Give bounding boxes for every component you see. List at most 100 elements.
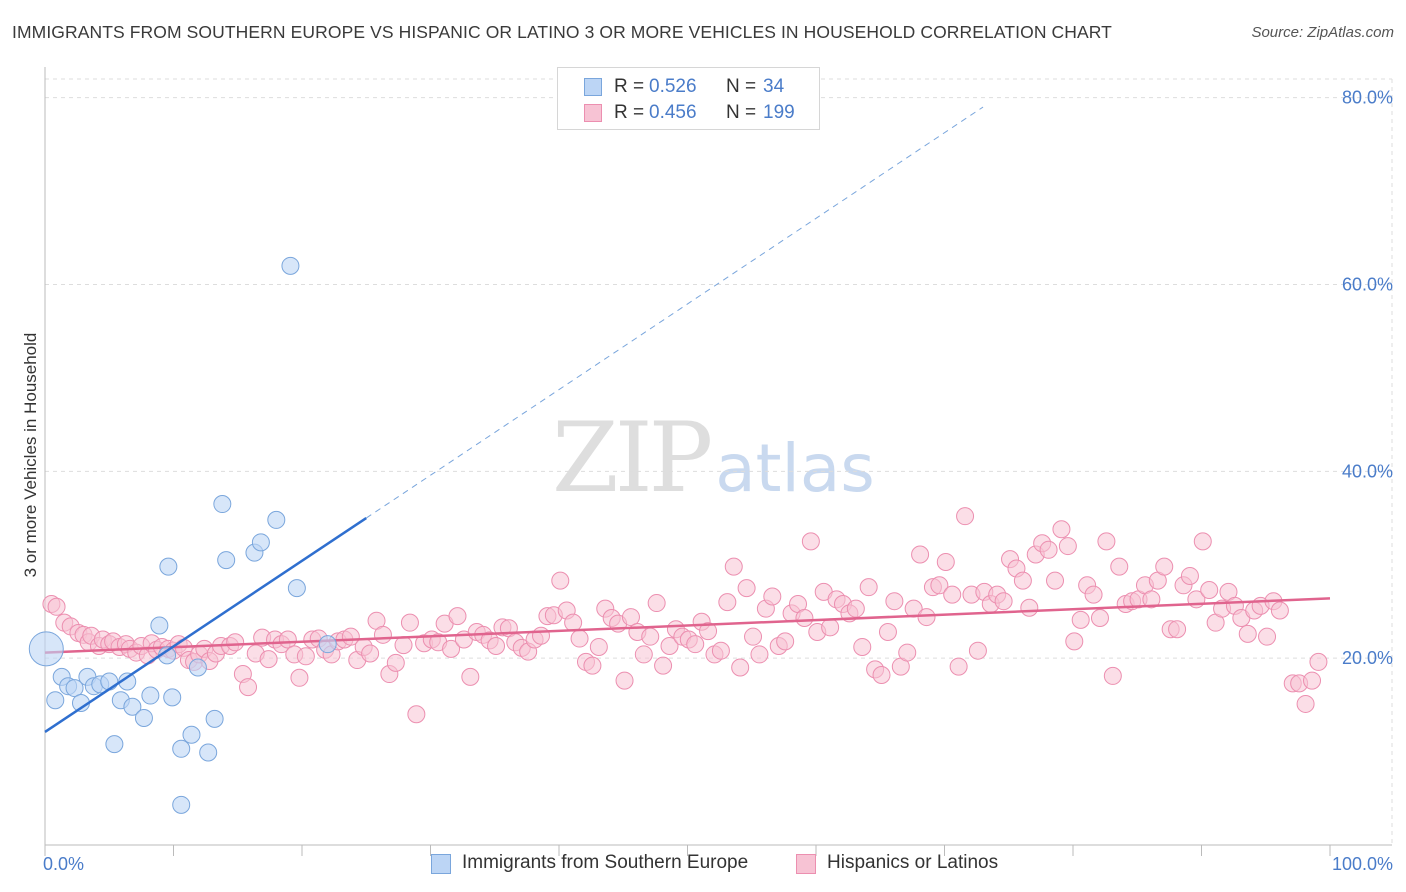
pink-swatch bbox=[584, 104, 602, 122]
data-point-hispanics bbox=[744, 627, 763, 646]
data-point-hispanics bbox=[1090, 609, 1109, 628]
data-point-hispanics bbox=[724, 557, 743, 576]
data-point-hispanics bbox=[442, 639, 461, 658]
data-point-hispanics bbox=[1193, 532, 1212, 551]
trendline-immigrants bbox=[44, 517, 367, 734]
n-value: 34 bbox=[763, 76, 785, 97]
data-point-hispanics bbox=[1303, 671, 1322, 690]
data-point-hispanics bbox=[259, 650, 278, 669]
data-point-hispanics bbox=[763, 587, 782, 606]
data-point-hispanics bbox=[737, 579, 756, 598]
data-point-hispanics bbox=[647, 594, 666, 613]
data-point-hispanics bbox=[47, 597, 66, 616]
data-point-hispanics bbox=[956, 507, 975, 526]
r-value: 0.456 bbox=[649, 102, 697, 123]
trendline-immigrants-extension bbox=[365, 106, 984, 519]
stats-row-hispanics: R = 0.456 N = 199 bbox=[558, 102, 819, 126]
data-point-hispanics bbox=[239, 678, 258, 697]
data-point-hispanics bbox=[731, 658, 750, 677]
data-point-hispanics bbox=[448, 607, 467, 626]
data-point-hispanics bbox=[911, 545, 930, 564]
data-point-hispanics bbox=[278, 630, 297, 649]
data-point-immigrants bbox=[213, 495, 232, 514]
source-label: Source: ZipAtlas.com bbox=[1251, 24, 1394, 41]
r-label: R = bbox=[614, 76, 645, 97]
data-point-hispanics bbox=[1071, 610, 1090, 629]
data-point-hispanics bbox=[1142, 590, 1161, 609]
data-point-hispanics bbox=[641, 627, 660, 646]
data-point-hispanics bbox=[400, 613, 419, 632]
data-point-hispanics bbox=[373, 625, 392, 644]
blue-swatch bbox=[584, 78, 602, 96]
data-point-hispanics bbox=[1270, 601, 1289, 620]
data-point-hispanics bbox=[660, 637, 679, 656]
data-point-hispanics bbox=[1052, 520, 1071, 539]
data-point-hispanics bbox=[1309, 652, 1328, 671]
data-point-hispanics bbox=[564, 613, 583, 632]
data-point-hispanics bbox=[296, 647, 315, 666]
data-point-hispanics bbox=[1168, 620, 1187, 639]
data-point-hispanics bbox=[1013, 571, 1032, 590]
data-point-hispanics bbox=[583, 656, 602, 675]
data-point-hispanics bbox=[634, 645, 653, 664]
data-point-hispanics bbox=[1296, 694, 1315, 713]
data-point-hispanics bbox=[776, 632, 795, 651]
data-point-hispanics bbox=[361, 644, 380, 663]
data-point-hispanics bbox=[711, 641, 730, 660]
watermark: ZIPatlas bbox=[552, 402, 875, 514]
pink-swatch bbox=[796, 854, 816, 874]
data-point-hispanics bbox=[750, 645, 769, 664]
data-point-immigrants bbox=[281, 256, 300, 275]
data-point-hispanics bbox=[821, 618, 840, 637]
y-tick-label: 60.0% bbox=[1342, 275, 1393, 295]
data-point-hispanics bbox=[936, 552, 955, 571]
data-point-hispanics bbox=[1039, 540, 1058, 559]
data-point-hispanics bbox=[872, 665, 891, 684]
data-point-hispanics bbox=[1180, 566, 1199, 585]
data-point-hispanics bbox=[290, 668, 309, 687]
data-point-hispanics bbox=[795, 609, 814, 628]
y-tick-label: 20.0% bbox=[1342, 648, 1393, 668]
data-point-hispanics bbox=[853, 637, 872, 656]
data-point-hispanics bbox=[621, 608, 640, 627]
data-point-hispanics bbox=[859, 578, 878, 597]
blue-swatch bbox=[431, 854, 451, 874]
data-point-immigrants bbox=[28, 631, 64, 667]
trendline-hispanics bbox=[44, 597, 1331, 654]
data-point-hispanics bbox=[1065, 632, 1084, 651]
data-point-immigrants bbox=[65, 679, 84, 698]
data-point-immigrants bbox=[141, 686, 160, 705]
data-point-hispanics bbox=[994, 592, 1013, 611]
data-point-immigrants bbox=[188, 658, 207, 677]
data-point-hispanics bbox=[1020, 598, 1039, 617]
data-point-immigrants bbox=[217, 551, 236, 570]
data-point-immigrants bbox=[46, 691, 65, 710]
data-point-hispanics bbox=[407, 705, 426, 724]
data-point-immigrants bbox=[251, 533, 270, 552]
data-point-hispanics bbox=[1097, 532, 1116, 551]
data-point-hispanics bbox=[386, 653, 405, 672]
data-point-hispanics bbox=[968, 641, 987, 660]
data-point-hispanics bbox=[917, 608, 936, 627]
n-value: 199 bbox=[763, 102, 795, 123]
watermark-zip: ZIP bbox=[552, 402, 713, 514]
data-point-hispanics bbox=[1155, 557, 1174, 576]
legend-label: Immigrants from Southern Europe bbox=[462, 852, 749, 873]
data-point-hispanics bbox=[1110, 557, 1129, 576]
x-tick-label: 100.0% bbox=[1332, 854, 1393, 874]
data-point-hispanics bbox=[1103, 666, 1122, 685]
chart-title: IMMIGRANTS FROM SOUTHERN EUROPE VS HISPA… bbox=[12, 22, 1112, 42]
data-point-immigrants bbox=[172, 739, 191, 758]
data-point-immigrants bbox=[172, 795, 191, 814]
data-point-hispanics bbox=[878, 623, 897, 642]
r-value: 0.526 bbox=[649, 76, 697, 97]
data-point-hispanics bbox=[943, 585, 962, 604]
data-point-hispanics bbox=[846, 599, 865, 618]
y-tick-label: 80.0% bbox=[1342, 88, 1393, 108]
r-label: R = bbox=[614, 102, 645, 123]
x-tick-label: 0.0% bbox=[43, 854, 84, 874]
data-point-hispanics bbox=[930, 576, 949, 595]
data-point-hispanics bbox=[226, 633, 245, 652]
data-point-hispanics bbox=[394, 636, 413, 655]
